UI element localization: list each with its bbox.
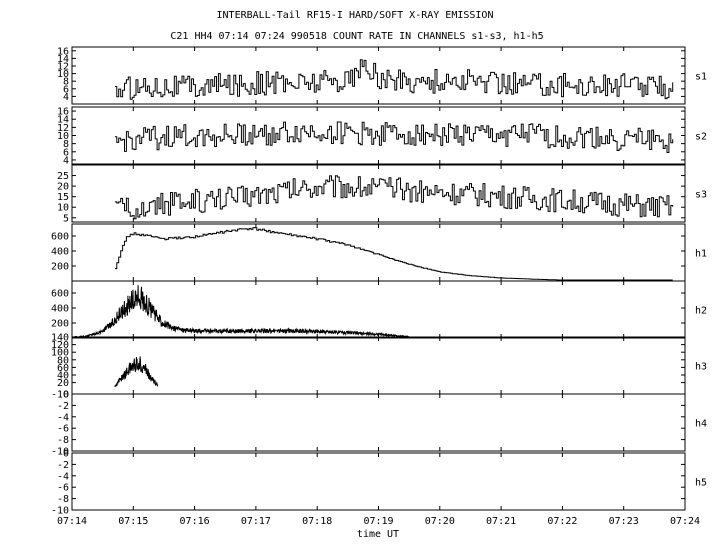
xtick-label-3: 07:17: [241, 516, 271, 527]
panel-frame-s1: [71, 46, 686, 105]
ytick-label-h4-1: -8: [57, 435, 69, 446]
ytick-label-h5-1: -8: [57, 494, 69, 505]
ytick-label-s2-5: 14: [57, 115, 69, 126]
chart-subtitle: C21 HH4 07:14 07:24 990518 COUNT RATE IN…: [170, 31, 543, 42]
ytick-label-s1-2: 8: [63, 77, 69, 88]
ytick-label-h3-4: 80: [57, 355, 69, 366]
ytick-label-h2-2: 600: [51, 289, 69, 300]
ytick-label-h5-0: -10: [51, 506, 69, 517]
panel-frame-h1: [71, 223, 686, 282]
xtick-label-0: 07:14: [57, 516, 87, 527]
ytick-label-s2-1: 6: [63, 147, 69, 158]
panel-label-s1: s1: [695, 72, 707, 83]
x-axis-label: time UT: [357, 529, 399, 540]
panel-label-s2: s2: [695, 132, 707, 143]
xtick-label-8: 07:22: [547, 516, 577, 527]
ytick-label-s3-1: 10: [57, 203, 69, 214]
panel-frame-h3: [71, 336, 686, 395]
ytick-label-h5-3: -4: [57, 471, 69, 482]
ytick-label-s1-6: 16: [57, 46, 69, 57]
ytick-label-s2-0: 4: [63, 155, 69, 166]
panel-label-h1: h1: [695, 249, 707, 260]
ytick-label-h4-5: 0: [63, 390, 69, 401]
ytick-label-h1-2: 600: [51, 232, 69, 243]
ytick-label-s2-4: 12: [57, 123, 69, 134]
panel-label-h2: h2: [695, 306, 707, 317]
series-s3: [114, 175, 674, 220]
panel-label-h5: h5: [695, 478, 707, 489]
panel-frame-h4: [71, 393, 686, 452]
ytick-label-s1-1: 6: [63, 84, 69, 95]
ytick-label-s1-0: 4: [63, 92, 69, 103]
panel-label-h3: h3: [695, 362, 707, 373]
series-h2: [72, 285, 410, 339]
series-s1: [114, 59, 674, 100]
ytick-label-h3-6: 120: [51, 340, 69, 351]
panel-h1: 200 400 600 h1: [51, 223, 707, 282]
ytick-label-h2-1: 400: [51, 304, 69, 315]
ytick-label-h3-5: 100: [51, 348, 69, 359]
series-h3: [114, 356, 159, 388]
ytick-label-s3-0: 5: [63, 213, 69, 224]
ytick-label-h1-1: 400: [51, 247, 69, 258]
ytick-label-h2-0: 200: [51, 319, 69, 330]
ytick-label-h3-1: 20: [57, 378, 69, 389]
ytick-label-h5-5: 0: [63, 449, 69, 460]
ytick-label-h5-4: -2: [57, 460, 69, 471]
series-s2: [114, 121, 674, 153]
panel-label-h4: h4: [695, 419, 707, 430]
panel-frame-h5: [71, 452, 686, 511]
ytick-label-h3-2: 40: [57, 371, 69, 382]
xtick-label-6: 07:20: [425, 516, 455, 527]
panel-label-s3: s3: [695, 190, 707, 201]
ytick-label-s1-5: 14: [57, 54, 69, 65]
ytick-label-s3-2: 15: [57, 192, 69, 203]
x-axis: 07:14 07:15 07:16 07:17 07:18 07:19 07:20 07:21…: [57, 47, 700, 527]
ytick-label-h4-3: -4: [57, 412, 69, 423]
xtick-label-2: 07:16: [180, 516, 210, 527]
xtick-label-1: 07:15: [118, 516, 148, 527]
xtick-label-10: 07:24: [670, 516, 700, 527]
ytick-label-s3-4: 25: [57, 171, 69, 182]
ytick-label-h4-2: -6: [57, 424, 69, 435]
ytick-label-s1-3: 10: [57, 69, 69, 80]
ytick-label-h3-0: -10: [51, 390, 69, 401]
ytick-label-h3-3: 60: [57, 363, 69, 374]
panel-h2: 200 400 600 h2: [51, 280, 707, 339]
ytick-label-s3-3: 20: [57, 182, 69, 193]
xtick-label-5: 07:19: [363, 516, 393, 527]
ytick-label-h1-0: 200: [51, 262, 69, 273]
ytick-label-h5-2: -6: [57, 483, 69, 494]
ytick-label-h3-7: 140: [51, 333, 69, 344]
panel-frame-h2: [71, 280, 686, 339]
xtick-label-9: 07:23: [609, 516, 639, 527]
ytick-label-h4-4: -2: [57, 401, 69, 412]
xtick-label-7: 07:21: [486, 516, 516, 527]
ytick-label-h4-0: -10: [51, 447, 69, 458]
xtick-label-4: 07:18: [302, 516, 332, 527]
ytick-label-s2-3: 10: [57, 131, 69, 142]
ytick-label-s2-2: 8: [63, 139, 69, 150]
ytick-label-s2-6: 16: [57, 107, 69, 118]
ytick-label-s1-4: 12: [57, 62, 69, 73]
chart-title: INTERBALL-Tail RF15-I HARD/SOFT X-RAY EM…: [217, 10, 494, 21]
series-h1: [114, 227, 673, 281]
